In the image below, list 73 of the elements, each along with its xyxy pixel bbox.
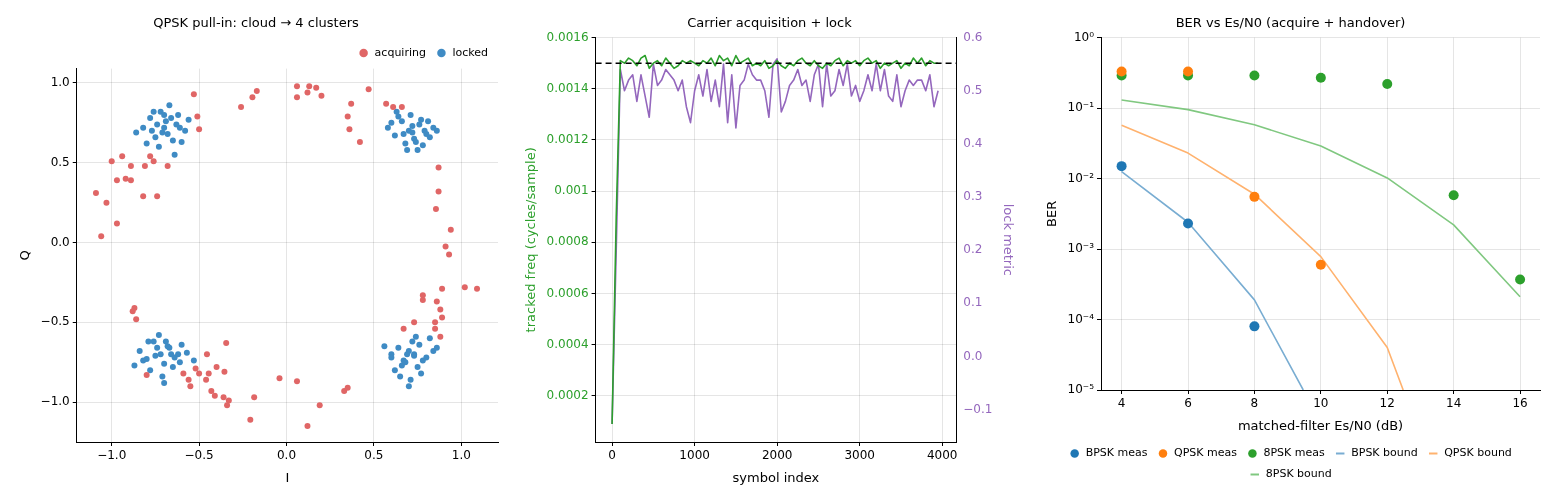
point [1448,190,1459,201]
point [1315,259,1326,270]
x-tick-label: 0.5 [364,448,384,463]
y-axis-title: Q [17,250,33,261]
point [1249,321,1260,332]
y-tick-label: 10⁻⁴ [1067,311,1095,326]
point [1249,70,1260,81]
y-tick-label: 0.5 [50,154,70,169]
x-tick-label: 10 [1313,396,1329,411]
y2-tick-label: 0.0 [963,348,983,363]
y2-tick-label: 0.3 [963,189,983,204]
y-tick-label: 10⁻² [1067,170,1095,185]
x-tick-label: 3000 [844,448,875,463]
y-tick-label: 0.0 [50,234,70,249]
legend-label: BPSK bound [1351,446,1418,460]
y-tick-label: 0.0004 [546,336,589,351]
chart-title: BER vs Es/N0 (acquire + handover) [1175,15,1406,31]
y-axis-title: tracked freq (cycles/sample) [523,147,539,333]
y-tick-label: 10⁻⁵ [1067,382,1095,397]
point [1116,161,1127,172]
legend-label: BPSK meas [1085,446,1148,460]
y-tick-label: 0.0014 [546,80,589,95]
y-axis-title: BER [1044,200,1060,227]
point [1183,66,1194,77]
y-tick-label: 10⁰ [1073,29,1095,44]
x-tick-label: 0.0 [276,448,297,463]
point [1382,78,1393,89]
y2-tick-label: 0.4 [963,136,983,151]
y-tick-label: 0.0006 [546,285,589,300]
legend-label: QPSK bound [1444,446,1512,460]
x-tick-label: 14 [1446,396,1462,411]
x-tick-label: 4000 [926,448,958,463]
y2-tick-label: −0.1 [963,401,993,416]
x-tick-label: −1.0 [97,448,127,463]
y2-tick-label: 0.1 [963,295,983,310]
chart-title: QPSK pull-in: cloud → 4 clusters [153,15,359,31]
y-tick-label: 1.0 [50,75,70,90]
x-axis-title: I [285,469,290,485]
x-tick-label: 1000 [679,448,710,463]
legend-label: acquiring [374,45,426,59]
y-tick-label: −0.5 [40,314,70,329]
x-tick-label: 2000 [761,448,793,463]
legend-label: locked [452,45,488,59]
y-tick-label: 0.0002 [546,388,589,403]
x-tick-label: 0 [608,448,616,463]
x-axis-title: symbol index [732,469,820,485]
legend-label: 8PSK bound [1265,467,1332,481]
y-tick-label: 0.001 [554,183,589,198]
y2-tick-label: 0.6 [963,29,983,44]
x-tick-label: 12 [1379,396,1395,411]
point [1315,72,1326,83]
y-tick-label: 0.0008 [546,234,589,249]
y-tick-label: 10⁻¹ [1067,100,1095,115]
point [1116,66,1127,77]
y-tick-label: 10⁻³ [1067,241,1095,256]
x-tick-label: 8 [1250,396,1259,411]
legend-label: 8PSK meas [1263,446,1325,460]
x-tick-label: 6 [1184,396,1192,411]
y2-axis-title: lock metric [1000,203,1016,276]
point [1515,274,1526,285]
point [1249,191,1260,202]
y2-tick-label: 0.2 [963,242,983,257]
x-tick-label: 16 [1512,396,1528,411]
x-tick-label: 1.0 [451,448,471,463]
y-tick-label: 0.0016 [546,29,589,44]
x-tick-label: −0.5 [184,448,214,463]
legend-label: QPSK meas [1173,446,1238,460]
x-tick-label: 4 [1117,396,1126,411]
x-axis-title: matched-filter Es/N0 (dB) [1237,417,1404,433]
y-tick-label: 0.0012 [546,132,589,147]
chart-title: Carrier acquisition + lock [687,15,853,31]
point [1183,218,1194,229]
y2-tick-label: 0.5 [963,82,983,97]
